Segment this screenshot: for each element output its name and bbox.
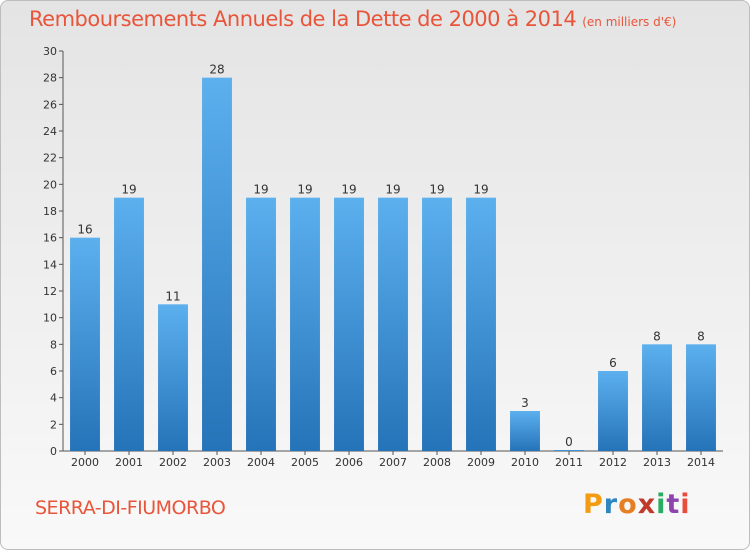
bar — [202, 77, 232, 452]
bar — [70, 237, 100, 451]
logo-letter: x — [637, 489, 657, 520]
x-tick-label: 2012 — [599, 456, 627, 469]
bar — [158, 304, 188, 451]
x-tick-label: 2009 — [467, 456, 495, 469]
x-tick-label: 2001 — [115, 456, 143, 469]
bar-value-label: 19 — [473, 183, 488, 197]
bar-value-label: 19 — [121, 183, 136, 197]
bar — [686, 344, 716, 451]
bar-value-label: 19 — [253, 183, 268, 197]
logo-letter: P — [583, 489, 604, 520]
y-tick-label: 0 — [50, 445, 57, 458]
commune-name: SERRA-DI-FIUMORBO — [35, 497, 226, 519]
bar-value-label: 19 — [385, 183, 400, 197]
bar — [378, 197, 408, 451]
y-tick-label: 18 — [43, 205, 57, 218]
logo-letter: r — [603, 489, 619, 520]
bar — [246, 197, 276, 451]
logo-letter: o — [618, 489, 638, 520]
x-tick-label: 2008 — [423, 456, 451, 469]
y-tick-label: 4 — [50, 392, 57, 405]
chart-data-labels: 16 19 11 28 19 19 19 19 19 19 3 0 6 8 8 — [77, 63, 704, 449]
bar — [642, 344, 672, 451]
bar-value-label: 16 — [77, 223, 92, 237]
y-tick-label: 12 — [43, 285, 57, 298]
y-tick-label: 6 — [50, 365, 57, 378]
bar-value-label: 28 — [209, 63, 224, 77]
bar-value-label: 11 — [165, 289, 180, 303]
bar-value-label: 8 — [653, 329, 661, 343]
y-tick-label: 20 — [43, 178, 57, 191]
y-tick-label: 14 — [43, 258, 57, 271]
chart-title: Remboursements Annuels de la Dette de 20… — [29, 7, 676, 31]
y-tick-label: 30 — [43, 45, 57, 58]
bar — [290, 197, 320, 451]
x-tick-label: 2000 — [71, 456, 99, 469]
logo-letter: i — [656, 489, 667, 520]
bar — [510, 411, 540, 451]
logo-letter: i — [680, 489, 691, 520]
bar-value-label: 8 — [697, 329, 705, 343]
chart-title-text: Remboursements Annuels de la Dette de 20… — [29, 7, 577, 31]
y-tick-label: 28 — [43, 72, 57, 85]
bar-value-label: 19 — [429, 183, 444, 197]
y-tick-label: 26 — [43, 98, 57, 111]
x-tick-label: 2005 — [291, 456, 319, 469]
y-tick-label: 8 — [50, 338, 57, 351]
bar-value-label: 19 — [341, 183, 356, 197]
x-tick-label: 2006 — [335, 456, 363, 469]
chart-bars — [70, 77, 716, 452]
y-tick-label: 10 — [43, 312, 57, 325]
bar-value-label: 6 — [609, 356, 617, 370]
x-tick-label: 2014 — [687, 456, 715, 469]
chart-subtitle: (en milliers d'€) — [582, 15, 677, 29]
proxiti-logo: Proxiti — [583, 489, 691, 520]
bar-value-label: 3 — [521, 396, 529, 410]
y-tick-label: 2 — [50, 418, 57, 431]
x-tick-label: 2010 — [511, 456, 539, 469]
x-tick-label: 2007 — [379, 456, 407, 469]
bar — [334, 197, 364, 451]
x-tick-label: 2004 — [247, 456, 275, 469]
bar-value-label: 0 — [565, 435, 573, 449]
y-tick-label: 16 — [43, 232, 57, 245]
logo-letter: t — [666, 489, 681, 520]
bar-value-label: 19 — [297, 183, 312, 197]
bar — [466, 197, 496, 451]
x-tick-label: 2003 — [203, 456, 231, 469]
bar — [422, 197, 452, 451]
x-tick-label: 2011 — [555, 456, 583, 469]
bar — [554, 450, 584, 451]
bar — [114, 197, 144, 451]
y-tick-label: 22 — [43, 152, 57, 165]
bar — [598, 371, 628, 451]
x-tick-label: 2002 — [159, 456, 187, 469]
x-tick-label: 2013 — [643, 456, 671, 469]
y-tick-label: 24 — [43, 125, 57, 138]
